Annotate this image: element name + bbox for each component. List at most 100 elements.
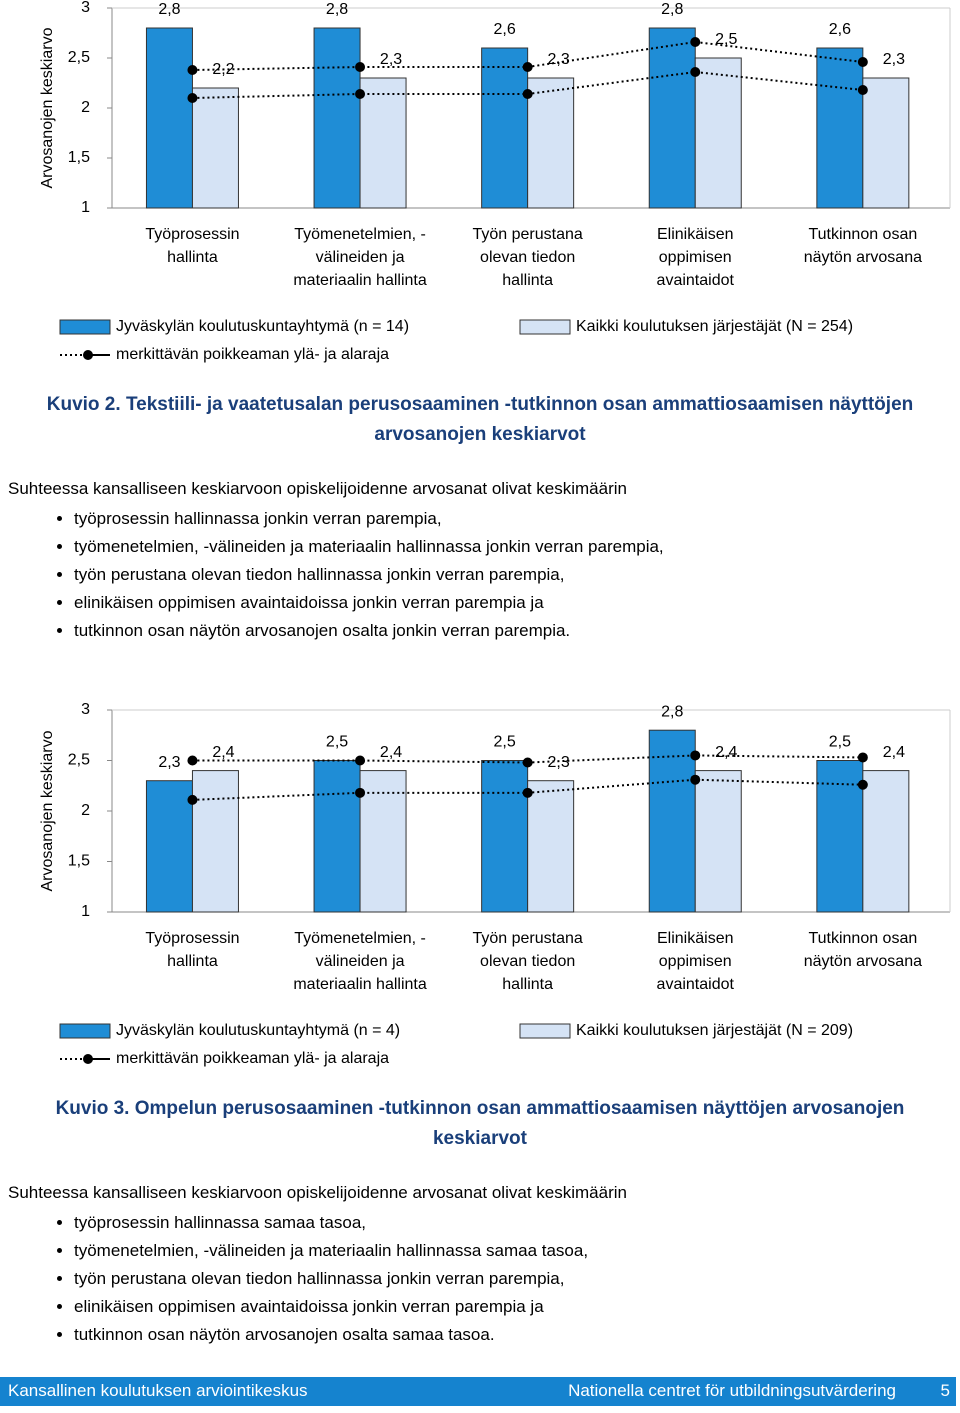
limit-point (187, 794, 198, 805)
x-tick-label: Työmenetelmien, -välineiden ja materiaali… (293, 930, 427, 993)
limit-point (857, 752, 868, 763)
bullet: työprosessin hallinnassa jonkin verran p… (74, 505, 948, 533)
bar (816, 760, 864, 913)
bar (191, 87, 239, 209)
bar (862, 77, 910, 209)
value-label: 2,5 (494, 734, 516, 751)
bar (648, 27, 696, 209)
legend-label: Kaikki koulutuksen järjestäjät (N = 209) (576, 1022, 853, 1039)
bar (694, 57, 742, 209)
value-label: 2,3 (380, 51, 402, 68)
bullet: työmenetelmien, -välineiden ja materiaal… (74, 533, 948, 561)
value-label: 2,5 (829, 734, 851, 751)
value-label: 2,8 (158, 1, 180, 18)
value-label: 2,8 (326, 1, 348, 18)
legend-label: Kaikki koulutuksen järjestäjät (N = 254) (576, 318, 853, 335)
limit-point (690, 37, 701, 47)
legend-label: Jyväskylän koulutuskuntayhtymä (n = 14) (116, 318, 409, 335)
legend-marker (83, 350, 93, 360)
bar (191, 770, 239, 913)
limit-point (690, 67, 701, 77)
limit-point (857, 85, 868, 95)
y-tick-label: 1 (81, 199, 90, 216)
bar (816, 47, 864, 209)
bar (481, 760, 529, 913)
legend-swatch (519, 1023, 571, 1039)
intro: Suhteessa kansalliseen keskiarvoon opisk… (8, 1183, 627, 1202)
bullet: tutkinnon osan näytön arvosanojen osalta… (74, 617, 948, 645)
caption-text: Ompelun perusosaaminen -tutkinnon osan a… (134, 1098, 905, 1149)
limit-point (355, 755, 366, 766)
bar (694, 770, 742, 913)
value-label: 2,4 (715, 744, 737, 761)
legend-marker (83, 1054, 93, 1064)
y-tick-label: 2 (81, 99, 90, 116)
bullet: työn perustana olevan tiedon hallinnassa… (74, 1265, 948, 1293)
value-label: 2,5 (326, 734, 348, 751)
y-tick-label: 1,5 (68, 853, 90, 870)
legend-label: merkittävän poikkeaman ylä- ja alaraja (116, 346, 389, 363)
caption-label: Kuvio 2. (46, 394, 121, 415)
limit-point (187, 755, 198, 766)
limit-point (522, 787, 533, 798)
paragraph: Suhteessa kansalliseen keskiarvoon opisk… (8, 477, 948, 645)
limit-point (522, 89, 533, 99)
y-axis-title: Arvosanojen keskiarvo (39, 730, 56, 891)
x-tick-label: Työmenetelmien, -välineiden ja materiaali… (293, 226, 427, 289)
value-label: 2,4 (212, 744, 234, 761)
bullet: elinikäisen oppimisen avaintaidoissa jon… (74, 589, 948, 617)
figure-caption: Kuvio 3. Ompelun perusosaaminen -tutkinn… (10, 1094, 950, 1154)
limit-point (857, 57, 868, 67)
intro: Suhteessa kansalliseen keskiarvoon opisk… (8, 479, 627, 498)
footer-left: Kansallinen koulutuksen arviointikeskus (8, 1381, 308, 1400)
y-tick-label: 3 (81, 0, 90, 16)
chart: Arvosanojen keskiarvo 1 1,5 2 2,5 3 Työprosess… (39, 701, 951, 1067)
bullet-list: työprosessin hallinnassa jonkin verran p… (8, 505, 948, 645)
value-label: 2,8 (661, 1, 683, 18)
legend-label: Jyväskylän koulutuskuntayhtymä (n = 4) (116, 1022, 400, 1039)
footer-right: Nationella centret för utbildningsutvärd… (568, 1381, 896, 1400)
limit-point (355, 89, 366, 99)
x-tick-label: Elinikäisen oppimisen avaintaidot (657, 930, 735, 993)
value-label: 2,4 (380, 744, 402, 761)
bar (527, 77, 575, 209)
caption-text: Tekstiili- ja vaatetusalan perusosaamine… (125, 394, 914, 445)
x-tick-label: Työprosessin hallinta (145, 226, 239, 266)
paragraph: Suhteessa kansalliseen keskiarvoon opisk… (8, 1181, 948, 1349)
value-label: 2,5 (715, 31, 737, 48)
limit-point (187, 93, 198, 103)
bar (648, 729, 696, 913)
limit-point (355, 62, 366, 72)
footer: Kansallinen koulutuksen arviointikeskus … (0, 1377, 956, 1406)
value-label: 2,6 (829, 21, 851, 38)
y-tick-label: 2,5 (68, 49, 90, 66)
legend-label: merkittävän poikkeaman ylä- ja alaraja (116, 1050, 389, 1067)
x-tick-label: Tutkinnon osan näytön arvosana (804, 226, 922, 266)
bullet: työprosessin hallinnassa samaa tasoa, (74, 1209, 948, 1237)
limit-point (187, 65, 198, 75)
value-label: 2,6 (494, 21, 516, 38)
value-label: 2,3 (883, 51, 905, 68)
y-tick-label: 2,5 (68, 752, 90, 769)
bar (359, 77, 407, 209)
limit-point (690, 774, 701, 785)
value-label: 2,3 (158, 754, 180, 771)
bar (313, 27, 361, 209)
legend-swatch (59, 1023, 111, 1039)
limit-point (522, 757, 533, 768)
x-tick-label: Työprosessin hallinta (145, 930, 239, 970)
x-tick-label: Tutkinnon osan näytön arvosana (804, 930, 922, 970)
bar (481, 47, 529, 209)
bullet: työmenetelmien, -välineiden ja materiaal… (74, 1237, 948, 1265)
bar (527, 780, 575, 913)
limit-point (857, 779, 868, 790)
value-label: 2,8 (661, 703, 683, 720)
y-tick-label: 3 (81, 701, 90, 718)
bar (313, 760, 361, 913)
y-axis-title: Arvosanojen keskiarvo (39, 27, 56, 188)
limit-point (690, 750, 701, 761)
bullet: elinikäisen oppimisen avaintaidoissa jon… (74, 1293, 948, 1321)
y-tick-label: 2 (81, 802, 90, 819)
limit-point (522, 62, 533, 72)
bullet: tutkinnon osan näytön arvosanojen osalta… (74, 1321, 948, 1349)
